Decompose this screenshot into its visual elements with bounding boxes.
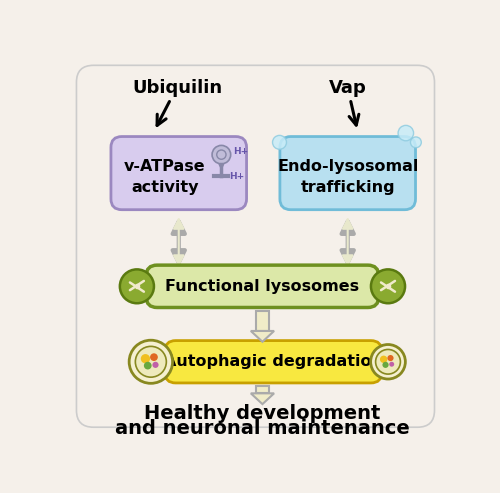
Circle shape [370, 345, 406, 379]
Circle shape [382, 362, 388, 368]
Text: Endo-lysosomal
trafficking: Endo-lysosomal trafficking [277, 159, 418, 195]
FancyBboxPatch shape [111, 137, 246, 210]
Polygon shape [251, 331, 274, 342]
Circle shape [129, 340, 172, 384]
Text: Vap: Vap [329, 79, 366, 98]
Circle shape [141, 354, 150, 363]
Text: and neuronal maintenance: and neuronal maintenance [115, 419, 410, 438]
Circle shape [376, 350, 400, 374]
Circle shape [380, 355, 388, 363]
FancyBboxPatch shape [256, 387, 268, 393]
Text: Ubiquilin: Ubiquilin [132, 79, 222, 98]
FancyBboxPatch shape [76, 65, 434, 427]
Circle shape [371, 269, 405, 303]
FancyBboxPatch shape [146, 265, 378, 308]
Text: v-ATPase
activity: v-ATPase activity [124, 159, 206, 195]
Text: Autophagic degradation: Autophagic degradation [164, 354, 383, 369]
Polygon shape [251, 393, 274, 404]
Text: Functional lysosomes: Functional lysosomes [166, 279, 360, 294]
Circle shape [212, 145, 231, 164]
Circle shape [136, 347, 166, 377]
Text: H+: H+ [229, 172, 244, 181]
Circle shape [272, 136, 286, 149]
Circle shape [388, 355, 394, 361]
Circle shape [398, 125, 413, 141]
Text: Healthy development: Healthy development [144, 404, 380, 423]
Circle shape [152, 362, 158, 368]
FancyBboxPatch shape [280, 137, 415, 210]
Circle shape [120, 269, 154, 303]
Text: H+: H+ [233, 147, 248, 156]
FancyBboxPatch shape [165, 341, 382, 383]
Circle shape [410, 137, 422, 148]
Circle shape [150, 353, 158, 361]
FancyBboxPatch shape [256, 311, 268, 331]
Circle shape [144, 362, 152, 369]
Circle shape [389, 362, 394, 367]
